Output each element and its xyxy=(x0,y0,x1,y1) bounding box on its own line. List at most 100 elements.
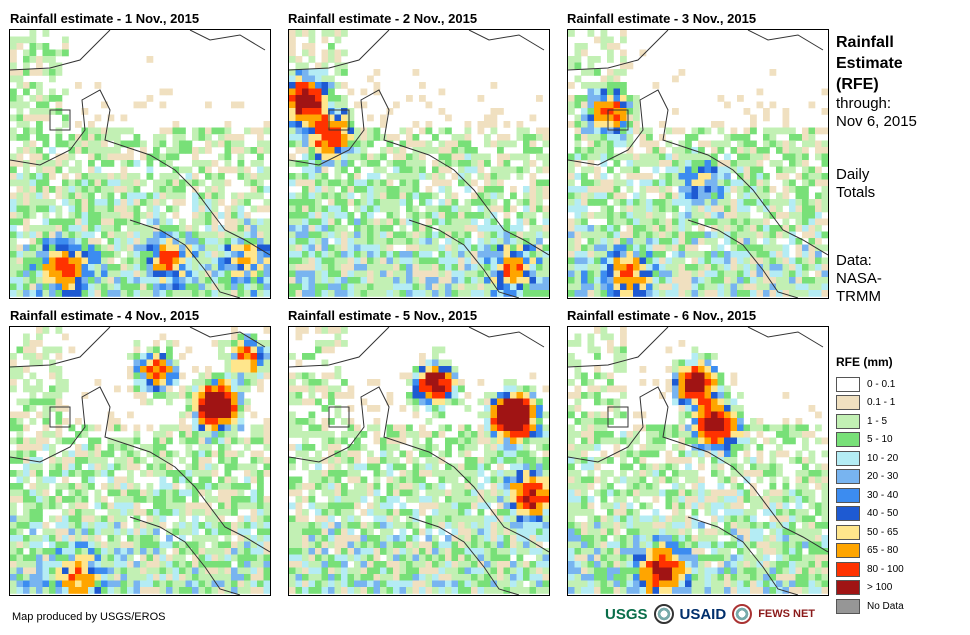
rainfall-cell xyxy=(620,270,627,278)
rainfall-cell xyxy=(198,418,206,425)
rainfall-cell xyxy=(101,567,108,575)
rainfall-cell xyxy=(49,49,56,57)
rainfall-cell xyxy=(536,496,543,503)
rainfall-cell xyxy=(432,470,439,477)
rainfall-cell xyxy=(419,283,426,291)
rainfall-cell xyxy=(263,346,270,354)
rainfall-cell xyxy=(289,372,296,380)
rainfall-cell xyxy=(192,522,199,529)
rainfall-cell xyxy=(127,186,134,193)
rainfall-cell xyxy=(146,580,154,588)
rainfall-cell xyxy=(146,509,154,516)
rainfall-cell xyxy=(10,69,17,76)
rainfall-cell xyxy=(75,218,82,226)
rainfall-cell xyxy=(224,574,232,581)
rainfall-cell xyxy=(133,522,141,529)
rainfall-cell xyxy=(62,457,69,464)
rainfall-cell xyxy=(237,437,245,445)
rainfall-cell xyxy=(341,160,348,167)
rainfall-cell xyxy=(704,277,712,284)
rainfall-cell xyxy=(185,470,193,477)
rainfall-cell xyxy=(542,257,549,265)
rainfall-cell xyxy=(406,398,413,406)
rainfall-cell xyxy=(334,528,342,536)
rainfall-cell xyxy=(432,173,439,180)
rainfall-cell xyxy=(211,212,219,219)
rainfall-cell xyxy=(198,411,206,419)
rainfall-cell xyxy=(42,153,50,161)
rainfall-cell xyxy=(16,411,24,419)
rainfall-cell xyxy=(192,392,199,399)
rainfall-cell xyxy=(503,431,511,438)
rainfall-cell xyxy=(737,95,744,102)
rainfall-cell xyxy=(587,108,595,115)
rainfall-cell xyxy=(743,108,751,115)
rainfall-cell xyxy=(257,457,264,464)
rainfall-cell xyxy=(94,457,102,464)
rainfall-cell xyxy=(88,444,95,451)
rainfall-cell xyxy=(302,179,309,187)
rainfall-cell xyxy=(101,244,108,252)
rainfall-cell xyxy=(101,277,108,284)
rainfall-cell xyxy=(289,82,296,89)
rainfall-cell xyxy=(81,277,89,284)
rainfall-cell xyxy=(88,244,95,252)
rainfall-cell xyxy=(244,290,251,297)
rainfall-cell xyxy=(458,205,465,213)
rainfall-cell xyxy=(685,153,692,161)
rainfall-cell xyxy=(172,290,180,297)
rainfall-cell xyxy=(133,567,141,575)
rainfall-cell xyxy=(529,257,537,265)
rainfall-cell xyxy=(393,192,400,200)
rainfall-cell xyxy=(263,277,270,284)
rainfall-cell xyxy=(23,147,30,154)
rainfall-cell xyxy=(211,218,219,226)
rainfall-cell xyxy=(328,283,335,291)
rainfall-cell xyxy=(341,231,348,239)
rainfall-cell xyxy=(192,179,199,187)
rainfall-cell xyxy=(159,580,167,588)
rainfall-cell xyxy=(29,30,37,37)
rainfall-cell xyxy=(536,437,543,445)
rainfall-cell xyxy=(159,463,167,471)
rainfall-cell xyxy=(166,567,173,575)
rainfall-cell xyxy=(107,244,115,252)
rainfall-cell xyxy=(419,264,426,271)
rainfall-cell xyxy=(205,418,212,425)
rainfall-cell xyxy=(211,450,219,458)
rainfall-cell xyxy=(308,114,316,122)
rainfall-cell xyxy=(347,489,355,497)
rainfall-cell xyxy=(172,548,180,555)
rainfall-cell xyxy=(503,212,511,219)
rainfall-cell xyxy=(218,385,225,393)
rainfall-cell xyxy=(107,160,115,167)
rainfall-cell xyxy=(458,470,465,477)
rainfall-cell xyxy=(179,231,186,239)
rainfall-cell xyxy=(412,186,420,193)
rainfall-cell xyxy=(633,290,640,297)
rainfall-cell xyxy=(393,431,400,438)
rainfall-cell xyxy=(600,140,608,148)
rainfall-cell xyxy=(101,153,108,161)
rainfall-cell xyxy=(289,483,296,490)
rainfall-cell xyxy=(665,173,673,180)
rainfall-cell xyxy=(516,424,524,432)
rainfall-cell xyxy=(451,225,459,232)
rainfall-cell xyxy=(808,290,816,297)
rainfall-cell xyxy=(743,264,751,271)
rainfall-cell xyxy=(133,372,141,380)
rainfall-cell xyxy=(308,431,316,438)
rainfall-cell xyxy=(763,134,770,141)
rainfall-cell xyxy=(114,147,121,154)
rainfall-cell xyxy=(153,580,160,588)
rainfall-cell xyxy=(94,496,102,503)
rainfall-cell xyxy=(412,483,420,490)
rainfall-cell xyxy=(16,82,24,89)
rainfall-cell xyxy=(607,49,614,57)
rainfall-cell xyxy=(503,457,511,464)
rainfall-cell xyxy=(334,49,342,57)
rainfall-cell xyxy=(107,238,115,245)
rainfall-cell xyxy=(302,372,309,380)
rainfall-cell xyxy=(737,186,744,193)
rainfall-cell xyxy=(289,199,296,206)
